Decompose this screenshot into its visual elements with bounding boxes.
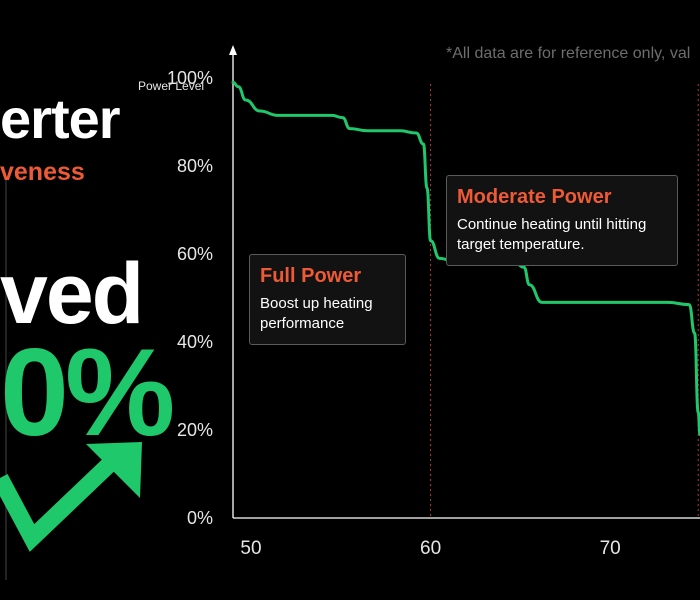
full-power-title: Full Power (260, 265, 362, 287)
y-tick-label: 80% (177, 156, 213, 176)
y-tick-label: 40% (177, 332, 213, 352)
promo-subtitle: veness (0, 158, 85, 186)
phase-boundaries (430, 84, 699, 518)
promo-divider (5, 180, 7, 580)
x-tick-label: 50 (240, 538, 261, 559)
promo-saved-text: ved (0, 246, 144, 342)
promo-percent-text: 0% (0, 324, 175, 462)
y-tick-label: 0% (187, 508, 213, 528)
moderate-power-title: Moderate Power (457, 186, 612, 208)
y-tick-label: 100% (167, 68, 213, 88)
x-tick-labels: 50 60 70 (240, 538, 620, 559)
y-axis-arrow-icon (229, 45, 237, 55)
x-tick-label: 70 (600, 538, 621, 559)
y-axis-label: Power Level (138, 79, 205, 93)
x-tick-label: 60 (420, 538, 441, 559)
growth-arrow-icon (0, 442, 142, 552)
moderate-power-description: Continue heating until hitting target te… (457, 216, 647, 253)
y-tick-label: 60% (177, 244, 213, 264)
moderate-power-annotation: Moderate Power Continue heating until hi… (446, 175, 678, 266)
y-tick-labels: 0% 20% 40% 60% 80% 100% (167, 68, 213, 528)
power-level-line (231, 80, 700, 436)
y-tick-label: 20% (177, 420, 213, 440)
full-power-description: Boost up heating performance (260, 295, 373, 332)
chart-axes (229, 45, 700, 519)
promo-title: erter (0, 87, 121, 150)
full-power-annotation: Full Power Boost up heating performance (249, 254, 406, 345)
disclaimer-text: *All data are for reference only, val (446, 45, 691, 62)
